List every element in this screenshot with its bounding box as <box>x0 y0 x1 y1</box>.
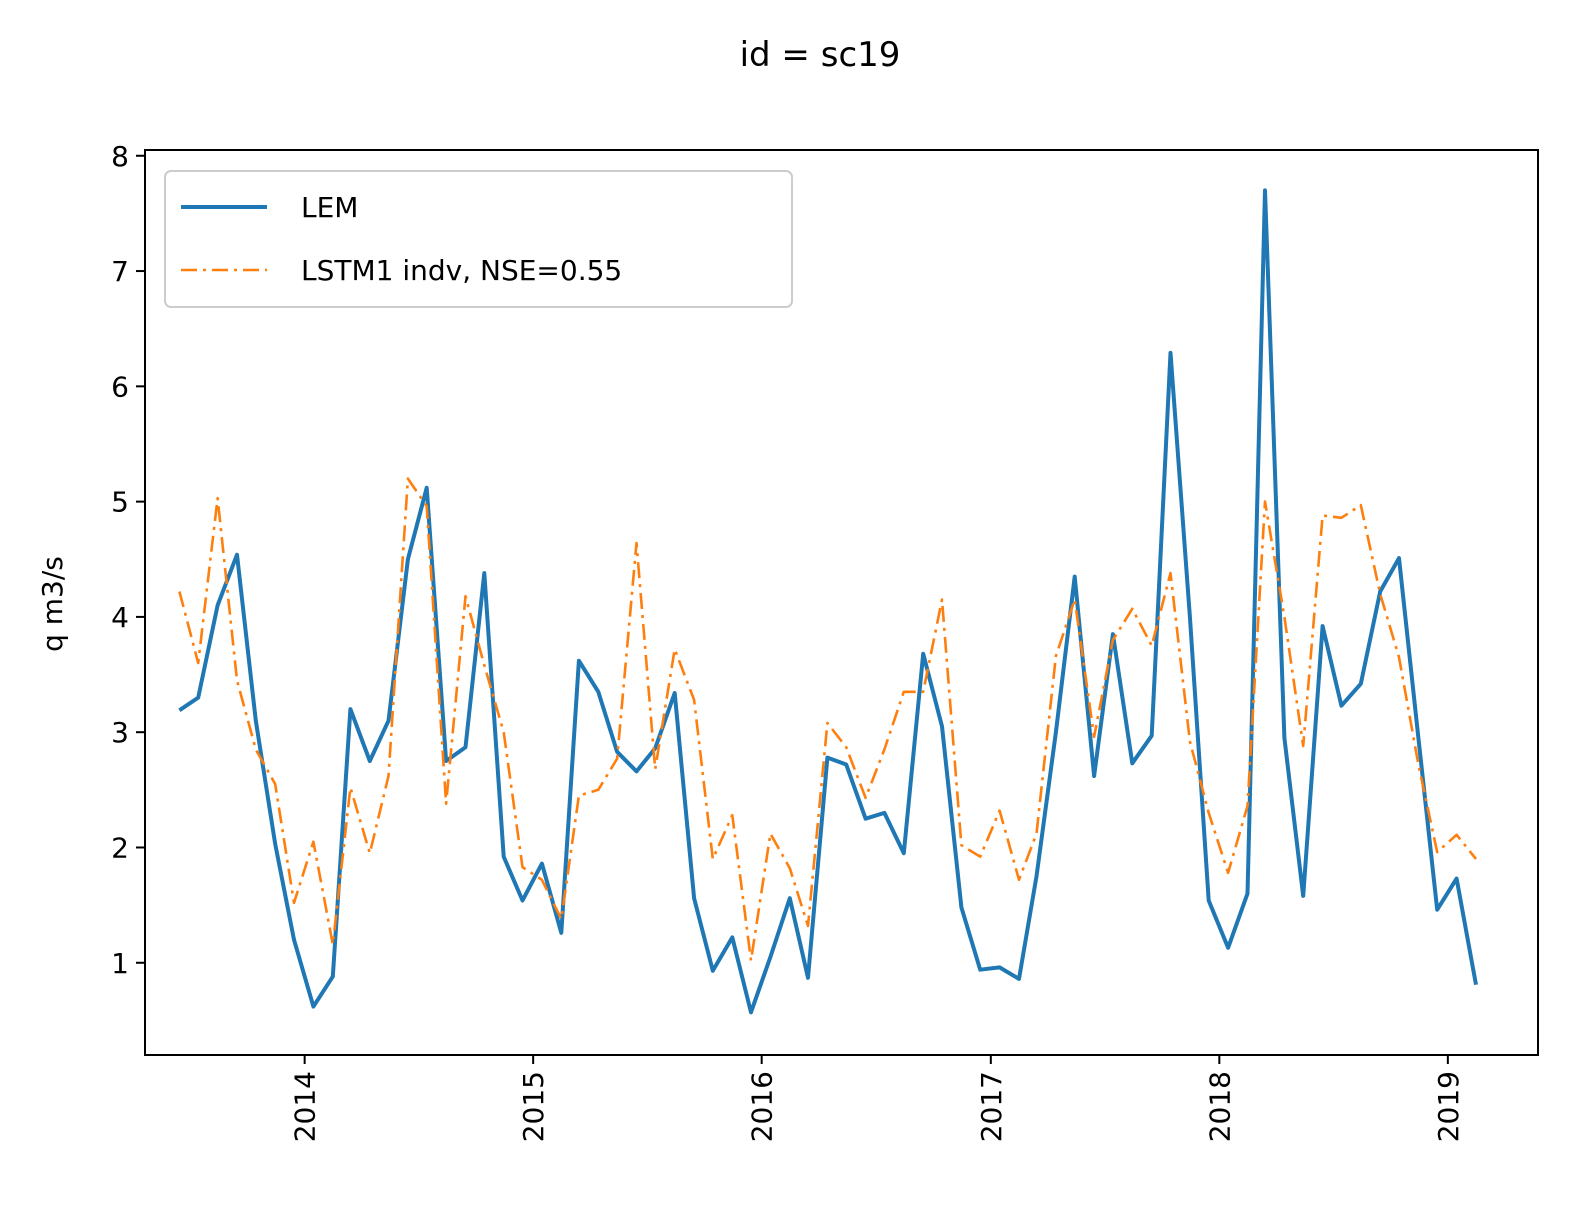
x-tick-label: 2019 <box>1432 1071 1465 1142</box>
x-tick-label: 2016 <box>746 1071 779 1142</box>
legend-box <box>164 170 793 308</box>
y-tick-label: 6 <box>111 370 129 403</box>
x-tick-label: 2015 <box>517 1071 550 1142</box>
y-tick-label: 7 <box>111 255 129 288</box>
x-tick-label: 2014 <box>289 1071 322 1142</box>
legend-label-lem: LEM <box>301 191 358 224</box>
y-tick-label: 8 <box>111 140 129 173</box>
legend-label-lstm1: LSTM1 indv, NSE=0.55 <box>301 254 622 287</box>
y-axis-label: q m3/s <box>36 556 69 652</box>
y-tick-label: 1 <box>111 947 129 980</box>
series-layer <box>178 188 1478 1015</box>
y-tick-label: 5 <box>111 486 129 519</box>
y-tick-label: 2 <box>111 831 129 864</box>
plot-frame <box>144 149 1539 1056</box>
series-line-lstm1 <box>178 477 1478 962</box>
x-tick-label: 2018 <box>1203 1071 1236 1142</box>
x-tick-label: 2017 <box>975 1071 1008 1142</box>
chart-title: id = sc19 <box>740 35 901 75</box>
axes-layer: 1 2 3 4 5 6 7 8 2014 2015 2016 2017 2018 2019 <box>111 140 1539 1142</box>
legend: LEM LSTM1 indv, NSE=0.55 <box>164 170 793 308</box>
y-tick-label: 4 <box>111 601 129 634</box>
y-tick-label: 3 <box>111 716 129 749</box>
series-line-lem <box>178 188 1478 1015</box>
